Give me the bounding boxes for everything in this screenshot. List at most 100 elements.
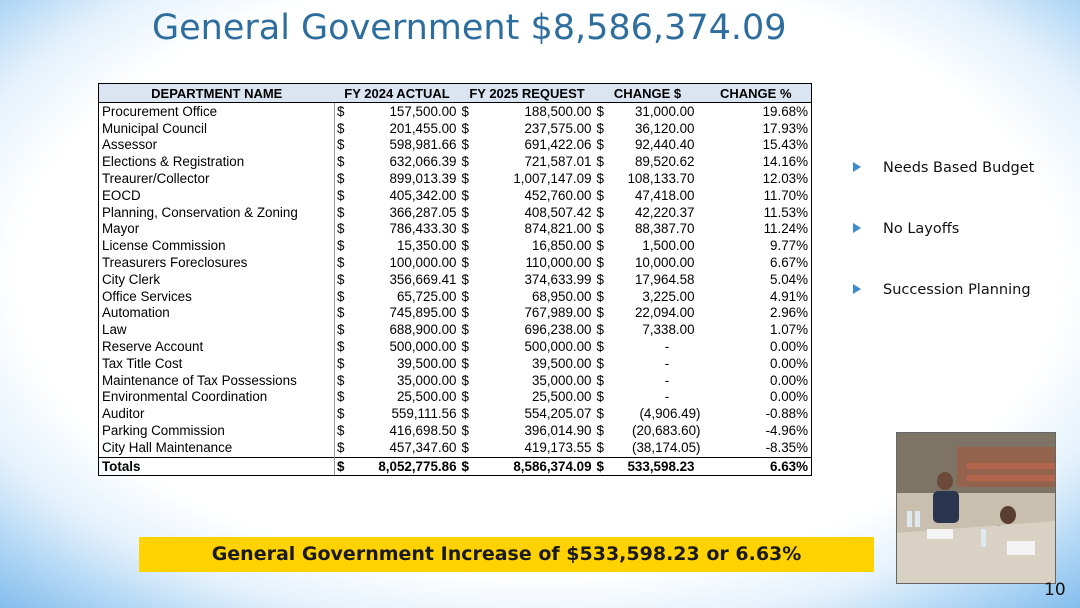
department-name: Parking Commission: [98, 422, 335, 439]
currency-symbol: $: [337, 120, 345, 136]
currency-symbol: $: [461, 238, 469, 254]
currency-symbol: $: [337, 288, 345, 304]
change-dollar: 7,338.00: [642, 322, 695, 338]
currency-symbol: $: [337, 238, 345, 254]
change-dollar: -: [664, 389, 670, 405]
currency-symbol: $: [596, 137, 604, 153]
currency-symbol: $: [461, 271, 469, 287]
currency-symbol: $: [337, 255, 345, 271]
fy2025-request: 408,507.42: [524, 204, 592, 220]
department-name: Tax Title Cost: [98, 354, 335, 372]
currency-symbol: $: [596, 406, 604, 422]
department-name: Reserve Account: [98, 338, 335, 355]
currency-symbol: $: [337, 389, 345, 405]
fy2024-actual: 559,111.56: [391, 406, 457, 422]
currency-symbol: $: [337, 339, 345, 355]
change-percent: 11.24%: [700, 220, 813, 238]
department-name: Elections & Registration: [98, 153, 335, 171]
fy2025-request: 374,633.99: [524, 271, 592, 287]
change-percent: 0.00%: [700, 338, 813, 355]
change-dollar: -: [664, 339, 670, 355]
table-row: Elections & Registration $632,066.39 $721,…: [98, 153, 813, 171]
fy2025-request: 8,586,374.09: [473, 456, 595, 476]
video-scene: [897, 433, 1055, 583]
change-dollar: 31,000.00: [634, 103, 695, 119]
department-name: Assessor: [98, 136, 335, 154]
change-percent: 9.77%: [700, 237, 813, 255]
department-name: Planning, Conservation & Zoning: [98, 203, 335, 221]
change-percent: 12.03%: [700, 170, 813, 187]
table-row: Reserve Account $500,000.00 $500,000.00 $ -0…: [98, 338, 813, 355]
slide-title: General Government $8,586,374.09: [152, 8, 787, 48]
currency-symbol: $: [461, 406, 469, 422]
fy2024-actual: 35,000.00: [396, 372, 457, 388]
fy2024-actual: 25,500.00: [396, 389, 457, 405]
department-name: Auditor: [98, 405, 335, 423]
fy2025-request: 419,173.55: [524, 439, 592, 455]
department-name: License Commission: [98, 237, 335, 255]
fy2024-actual: 405,342.00: [389, 187, 457, 203]
fy2025-request: 691,422.06: [524, 137, 592, 153]
change-dollar: -: [664, 355, 670, 371]
header-fy2025: FY 2025 REQUEST: [459, 83, 595, 103]
table-row: Tax Title Cost $39,500.00 $39,500.00 $ -0.00…: [98, 354, 813, 372]
fy2024-actual: 632,066.39: [389, 154, 457, 170]
fy2025-request: 16,850.00: [531, 238, 592, 254]
fy2025-request: 68,950.00: [531, 288, 592, 304]
fy2024-actual: 457,347.60: [389, 439, 457, 455]
currency-symbol: $: [596, 305, 604, 321]
change-dollar: 89,520.62: [634, 154, 695, 170]
table-row: Assessor $598,981.66 $691,422.06 $92,440.40…: [98, 136, 813, 154]
change-dollar: 1,500.00: [642, 238, 695, 254]
change-percent: 6.67%: [700, 254, 813, 271]
page-number: 10: [1044, 580, 1066, 600]
change-percent: 6.63%: [700, 456, 813, 476]
change-dollar: 88,387.70: [634, 221, 695, 237]
header-fy2024: FY 2024 ACTUAL: [334, 83, 460, 103]
currency-symbol: $: [337, 221, 345, 237]
currency-symbol: $: [461, 187, 469, 203]
currency-symbol: $: [461, 439, 469, 455]
change-percent: 4.91%: [700, 287, 813, 305]
budget-table: DEPARTMENT NAME FY 2024 ACTUAL FY 2025 R…: [98, 83, 813, 476]
department-name: Law: [98, 321, 335, 339]
currency-symbol: $: [337, 103, 345, 119]
currency-symbol: $: [337, 271, 345, 287]
fy2025-request: 721,587.01: [524, 154, 592, 170]
fy2024-actual: 65,725.00: [396, 288, 457, 304]
table-row: Treasurers Foreclosures $100,000.00 $110,0…: [98, 254, 813, 271]
currency-symbol: $: [461, 389, 469, 405]
currency-symbol: $: [596, 355, 604, 371]
currency-symbol: $: [461, 305, 469, 321]
table-row: Planning, Conservation & Zoning $366,287.…: [98, 203, 813, 221]
fy2024-actual: 100,000.00: [389, 255, 457, 271]
fy2025-request: 874,821.00: [524, 221, 592, 237]
table-row: City Clerk $356,669.41 $374,633.99 $17,964.…: [98, 270, 813, 288]
table-row: Auditor $559,111.56 $554,205.07 $ (4,906.49)…: [98, 405, 813, 423]
bullet-text: No Layoffs: [883, 221, 960, 237]
department-name: Environmental Coordination: [98, 388, 335, 406]
change-dollar: 22,094.00: [634, 305, 695, 321]
change-percent: -4.96%: [700, 422, 813, 439]
fy2025-request: 110,000.00: [525, 255, 592, 271]
table-row: Law $688,900.00 $696,238.00 $7,338.00 1.07%: [98, 321, 813, 339]
currency-symbol: $: [337, 204, 345, 220]
fy2025-request: 396,014.90: [524, 423, 592, 439]
table-row: City Hall Maintenance $457,347.60 $419,173…: [98, 438, 813, 458]
currency-symbol: $: [461, 255, 469, 271]
fy2025-request: 1,007,147.09: [513, 171, 592, 187]
fy2025-request: 188,500.00: [524, 103, 592, 119]
department-name: City Clerk: [98, 270, 335, 288]
video-feed-thumbnail: [896, 432, 1056, 584]
bullet-arrow-icon: [853, 223, 861, 233]
header-department: DEPARTMENT NAME: [98, 83, 335, 103]
table-row: Parking Commission $416,698.50 $396,014.90…: [98, 422, 813, 439]
summary-banner: General Government Increase of $533,598.…: [139, 537, 874, 572]
table-row: Automation $745,895.00 $767,989.00 $22,094.…: [98, 304, 813, 322]
fy2024-actual: 201,455.00: [389, 120, 457, 136]
change-percent: 0.00%: [700, 371, 813, 389]
fy2024-actual: 899,013.39: [389, 171, 457, 187]
currency-symbol: $: [337, 355, 345, 371]
change-percent: 5.04%: [700, 270, 813, 288]
currency-symbol: $: [596, 372, 604, 388]
